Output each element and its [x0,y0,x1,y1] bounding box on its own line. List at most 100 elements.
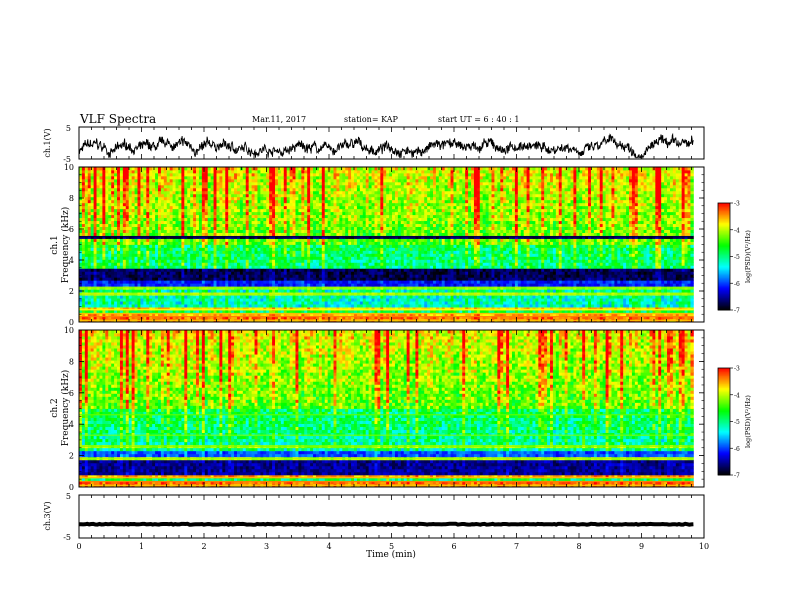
spectrogram-cell [134,277,138,281]
spectrogram-cell [225,208,229,213]
spectrogram-cell [275,169,279,174]
spectrogram-cell [333,229,337,233]
spectrogram-cell [239,232,244,236]
spectrogram-cell [289,193,293,198]
spectrogram-cell [134,295,138,299]
spectrogram-cell [146,313,150,317]
spectrogram-cell [310,196,314,201]
spectrogram-cell [196,167,200,171]
spectrogram-cell [351,187,355,192]
spectrogram-cell [134,253,138,257]
spectrogram-cell [125,178,130,183]
spectrogram-cell [172,178,176,183]
spectrogram-cell [315,217,320,222]
spectrogram-cell [210,313,214,317]
spectrogram-cell [260,169,264,174]
spectrogram-cell [292,310,296,314]
spectrogram-cell [313,202,317,207]
spectrogram-cell [301,232,305,236]
spectrogram-cell [231,241,235,245]
spectrogram-cell [84,271,89,275]
spectrogram-cell [277,214,282,219]
spectrogram-cell [119,301,124,305]
spectrogram-cell [342,310,346,314]
spectrogram-cell [93,250,97,254]
spectrogram-cell [234,238,238,242]
spectrogram-cell [301,313,305,317]
spectrogram-cell [324,205,329,210]
spectrogram-cell [105,178,109,183]
spectrogram-cell [216,187,220,192]
spectrogram-cell [93,268,97,272]
spectrogram-cell [201,280,206,284]
spectrogram-cell [122,229,127,233]
spectrogram-cell [342,223,346,228]
spectrogram-cell [231,205,235,210]
spectrogram-cell [90,247,95,251]
spectrogram-cell [216,253,220,257]
spectrogram-cell [351,220,355,225]
spectrogram-cell [348,268,352,272]
spectrogram-cell [216,169,220,174]
spectrogram-cell [119,172,124,177]
spectrogram-cell [140,304,144,308]
spectrogram-cell [137,229,141,233]
spectrogram-cell [345,214,349,219]
spectrogram-cell [90,187,95,192]
spectrogram-cell [160,238,165,242]
spectrogram-cell [157,238,162,242]
spectrogram-cell [245,169,250,174]
spectrogram-cell [105,301,109,305]
spectrogram-cell [175,298,179,302]
spectrogram-cell [96,307,100,311]
spectrogram-cell [330,256,334,260]
spectrogram-cell [219,271,223,275]
spectrogram-cell [219,199,223,204]
spectrogram-cell [245,277,250,281]
spectrogram-cell [152,226,156,230]
spectrogram-cell [196,298,200,302]
spectrogram-cell [269,175,273,180]
spectrogram-cell [283,304,288,308]
spectrogram-cell [111,244,115,248]
spectrogram-cell [137,280,141,284]
spectrogram-cell [301,187,305,192]
spectrogram-cell [119,220,124,225]
spectrogram-cell [280,220,285,225]
spectrogram-cell [111,217,115,222]
spectrogram-cell [84,241,89,245]
spectrogram-cell [102,169,106,174]
spectrogram-cell [79,316,83,320]
spectrogram-cell [310,223,314,228]
spectrogram-cell [251,316,255,320]
spectrogram-cell [225,280,229,284]
spectrogram-cell [119,196,124,201]
spectrogram-cell [119,178,124,183]
spectrogram-cell [315,175,320,180]
spectrogram-cell [260,205,264,210]
spectrogram-cell [327,313,332,317]
spectrogram-cell [111,232,115,236]
spectrogram-cell [345,277,349,281]
spectrogram-cell [207,214,212,219]
spectrogram-cell [245,310,250,314]
spectrogram-cell [336,193,340,198]
spectrogram-cell [96,316,100,320]
spectrogram-cell [266,250,270,254]
spectrogram-cell [122,214,127,219]
spectrogram-cell [313,244,317,248]
spectrogram-cell [263,232,267,236]
spectrogram-cell [289,295,293,299]
spectrogram-cell [114,205,118,210]
spectrogram-cell [348,232,352,236]
spectrogram-cell [102,172,106,177]
spectrogram-cell [292,244,296,248]
spectrogram-cell [213,295,217,299]
spectrogram-cell [175,283,179,287]
spectrogram-cell [114,313,118,317]
spectrogram-cell [160,280,165,284]
spectrogram-cell [313,250,317,254]
spectrogram-cell [286,295,291,299]
spectrogram-cell [298,289,302,293]
spectrogram-cell [280,259,285,263]
